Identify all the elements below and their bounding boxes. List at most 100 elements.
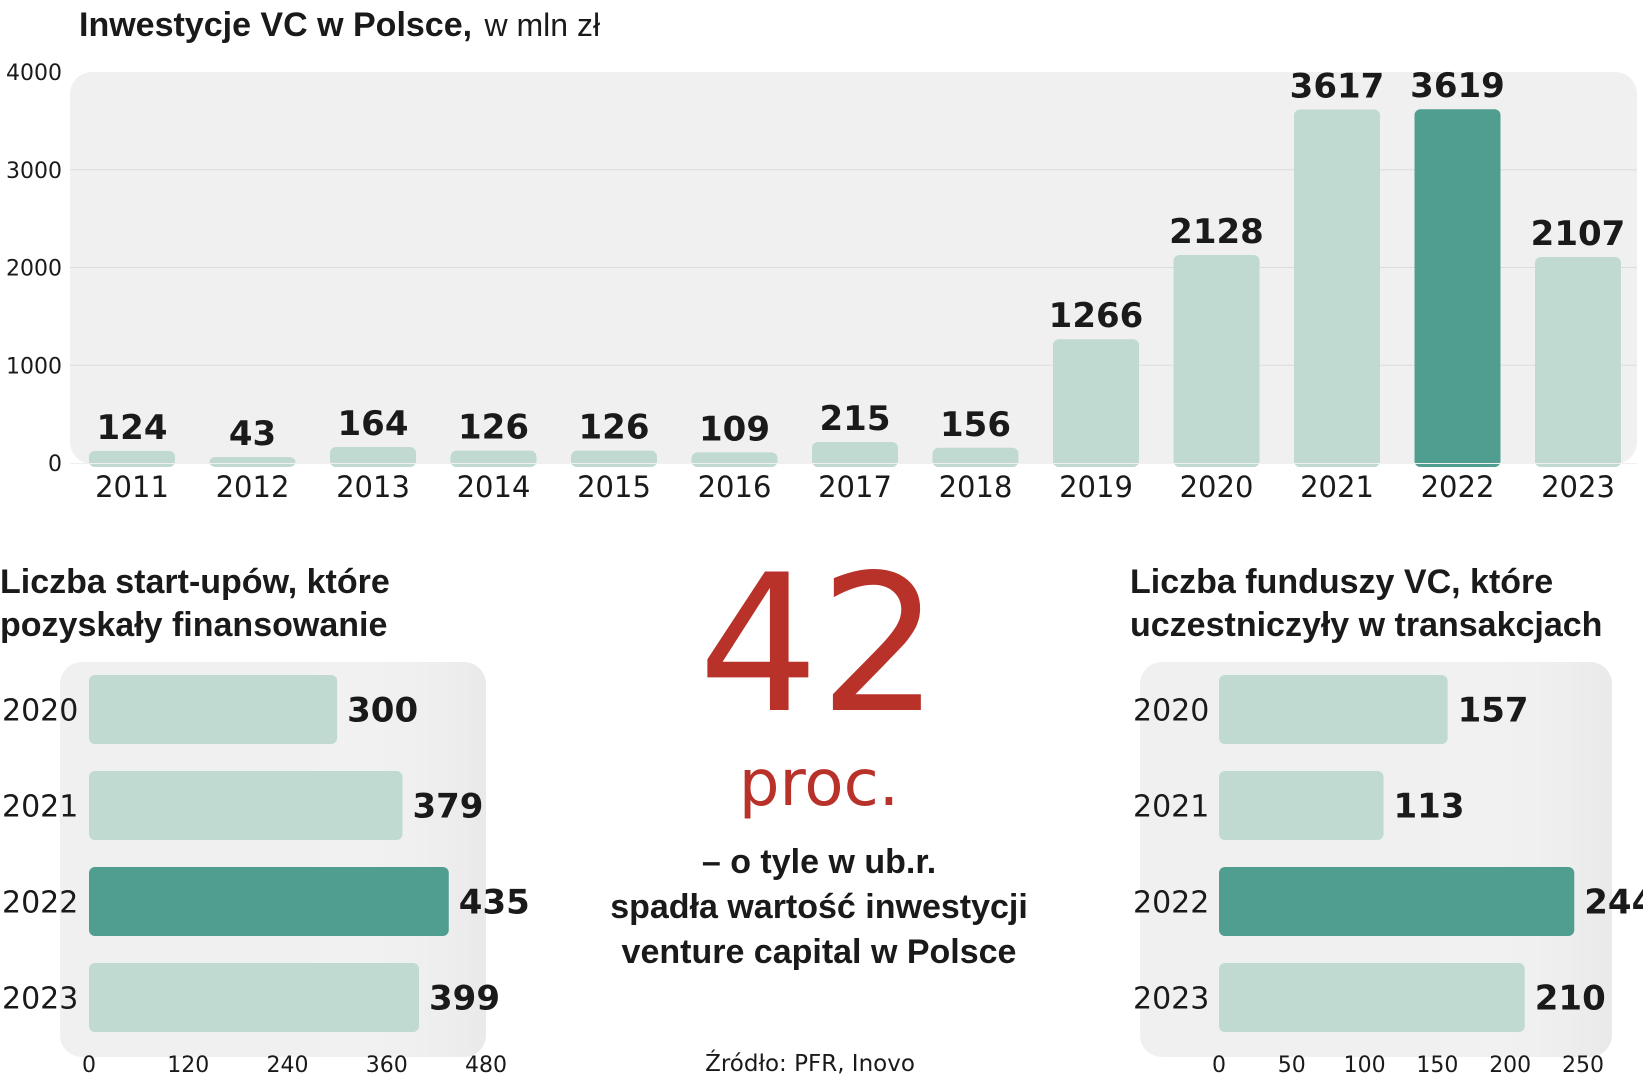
highlight-desc-line3: venture capital w Polsce xyxy=(622,933,1017,971)
main-value-label-2017: 215 xyxy=(820,399,891,439)
left-category-label-2022: 2022 xyxy=(2,886,78,921)
right-x-tick-label: 100 xyxy=(1344,1053,1386,1078)
right-x-tick-label: 250 xyxy=(1562,1053,1604,1078)
main-bar-2021 xyxy=(1294,109,1380,468)
highlight-desc-line1: – o tyle w ub.r. xyxy=(702,843,936,881)
left-category-label-2020: 2020 xyxy=(2,694,78,729)
highlight-unit: proc. xyxy=(739,747,899,821)
main-bar-2023 xyxy=(1535,257,1621,467)
svg-text:Inwestycje VC w Polsce, w: Inwestycje VC w Polsce, w mln zł xyxy=(79,6,600,44)
main-y-tick-label: 2000 xyxy=(6,257,62,282)
main-value-label-2014: 126 xyxy=(458,408,529,448)
main-bar-2018 xyxy=(932,447,1019,467)
main-category-label-2020: 2020 xyxy=(1180,470,1254,504)
main-chart-y-axis: 0 1000 2000 3000 4000 xyxy=(6,61,62,477)
main-category-label-2023: 2023 xyxy=(1541,470,1615,504)
left-value-label-2022: 435 xyxy=(459,883,530,923)
right-value-label-2023: 210 xyxy=(1535,979,1606,1019)
left-value-label-2023: 399 xyxy=(429,979,500,1019)
right-value-label-2022: 244 xyxy=(1584,883,1643,923)
right-x-tick-label: 50 xyxy=(1278,1053,1306,1078)
left-x-tick-label: 120 xyxy=(167,1053,209,1078)
right-category-label-2022: 2022 xyxy=(1133,886,1209,921)
left-value-label-2021: 379 xyxy=(412,787,483,827)
left-x-tick-label: 360 xyxy=(366,1053,408,1078)
left-bar-2021 xyxy=(89,771,403,840)
main-bar-2020 xyxy=(1173,254,1260,467)
main-y-tick-label: 1000 xyxy=(6,354,62,379)
main-value-label-2015: 126 xyxy=(579,408,650,448)
left-chart: 2020 300 2021 379 2022 435 2023 399 0 120 240 360 48… xyxy=(2,675,530,1078)
right-bar-2020 xyxy=(1219,675,1448,744)
main-bar-2016 xyxy=(691,452,778,467)
right-bar-2021 xyxy=(1219,771,1384,840)
main-value-label-2011: 124 xyxy=(97,408,168,448)
main-bar-2012 xyxy=(209,457,296,467)
main-category-label-2016: 2016 xyxy=(698,470,772,504)
main-bar-2017 xyxy=(812,441,898,467)
right-category-label-2020: 2020 xyxy=(1133,694,1209,729)
right-bar-2022 xyxy=(1219,867,1575,936)
right-x-tick-label: 150 xyxy=(1416,1053,1458,1078)
main-category-label-2022: 2022 xyxy=(1421,470,1495,504)
left-category-label-2021: 2021 xyxy=(2,790,78,825)
main-chart-bars: 124 2011 43 2012 164 2013 126 2014 126 2015 109 201… xyxy=(70,66,1637,504)
main-value-label-2019: 1266 xyxy=(1049,296,1144,336)
main-value-label-2012: 43 xyxy=(229,414,276,454)
main-value-label-2013: 164 xyxy=(338,404,409,444)
right-chart-panel-shade xyxy=(1420,662,1612,1057)
right-value-label-2020: 157 xyxy=(1458,691,1529,731)
main-value-label-2021: 3617 xyxy=(1290,66,1385,106)
main-bar-2013 xyxy=(330,446,416,467)
main-value-label-2016: 109 xyxy=(699,409,770,449)
main-category-label-2014: 2014 xyxy=(457,470,531,504)
main-category-label-2013: 2013 xyxy=(336,470,410,504)
main-category-label-2011: 2011 xyxy=(95,470,169,504)
main-category-label-2021: 2021 xyxy=(1300,470,1374,504)
main-y-tick-label: 0 xyxy=(48,452,62,477)
left-x-tick-label: 0 xyxy=(82,1053,96,1078)
main-category-label-2019: 2019 xyxy=(1059,470,1133,504)
left-x-tick-label: 480 xyxy=(465,1053,507,1078)
left-chart-title-line2: pozyskały finansowanie xyxy=(0,606,387,644)
right-category-label-2023: 2023 xyxy=(1133,982,1209,1017)
main-bar-2019 xyxy=(1053,339,1139,467)
right-chart: 2020 157 2021 113 2022 244 2023 210 0 50 100 150 200… xyxy=(1133,675,1643,1078)
main-category-label-2015: 2015 xyxy=(577,470,651,504)
main-value-label-2018: 156 xyxy=(940,405,1011,445)
right-chart-title-line1: Liczba funduszy VC, które xyxy=(1130,563,1553,601)
right-value-label-2021: 113 xyxy=(1394,787,1465,827)
left-bar-2022 xyxy=(89,867,449,936)
right-bar-2023 xyxy=(1219,963,1525,1032)
main-category-label-2012: 2012 xyxy=(216,470,290,504)
main-baseline xyxy=(70,463,1637,464)
main-y-tick-label: 4000 xyxy=(6,61,62,86)
left-chart-panel-shade xyxy=(300,662,486,1057)
right-x-tick-label: 200 xyxy=(1489,1053,1531,1078)
left-chart-title-line1: Liczba start-upów, które xyxy=(0,563,390,601)
right-category-label-2021: 2021 xyxy=(1133,790,1209,825)
left-bar-2023 xyxy=(89,963,420,1032)
highlight-number: 42 xyxy=(698,534,940,755)
main-value-label-2022: 3619 xyxy=(1410,66,1505,106)
main-chart-title: Inwestycje VC w Polsce, xyxy=(79,6,472,44)
left-value-label-2020: 300 xyxy=(347,691,418,731)
main-category-label-2018: 2018 xyxy=(939,470,1013,504)
main-bar-2015 xyxy=(571,450,657,467)
left-bar-2020 xyxy=(89,675,338,744)
main-category-label-2017: 2017 xyxy=(818,470,892,504)
main-bar-2014 xyxy=(450,450,537,467)
highlight-desc-line2: spadła wartość inwestycji xyxy=(610,888,1028,926)
left-category-label-2023: 2023 xyxy=(2,982,78,1017)
main-value-label-2020: 2128 xyxy=(1169,212,1264,252)
main-value-label-2023: 2107 xyxy=(1531,214,1626,254)
main-y-tick-label: 3000 xyxy=(6,159,62,184)
main-bar-2022 xyxy=(1414,109,1501,468)
right-x-tick-label: 0 xyxy=(1212,1053,1226,1078)
main-chart-unit: w mln zł xyxy=(484,7,601,43)
source-note: Źródło: PFR, Inovo xyxy=(705,1049,915,1077)
left-x-tick-label: 240 xyxy=(267,1053,309,1078)
right-chart-title-line2: uczestniczyły w transakcjach xyxy=(1130,606,1602,644)
main-bar-2011 xyxy=(89,450,175,467)
